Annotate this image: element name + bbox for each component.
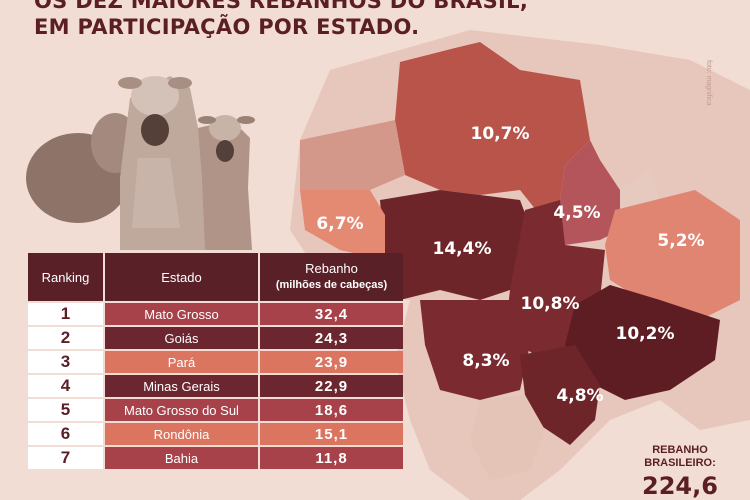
state-amazonas: [300, 120, 405, 190]
label-maranhao: 4,5%: [553, 203, 600, 223]
rank-cell: 7: [28, 447, 103, 469]
label-sao-paulo: 4,8%: [556, 386, 603, 406]
label-mato-grosso: 14,4%: [433, 239, 492, 259]
value-cell: 22,9: [258, 375, 403, 397]
label-para: 10,7%: [471, 124, 530, 144]
state-cell: Mato Grosso: [103, 303, 258, 325]
header-estado: Estado: [103, 253, 258, 301]
state-mato-grosso-do-sul: [420, 300, 530, 400]
table-header-row: Ranking Estado Rebanho (milhões de cabeç…: [28, 253, 403, 301]
table-row: 7 Bahia 11,8: [28, 447, 403, 469]
table-row: 1 Mato Grosso 32,4: [28, 303, 403, 325]
value-cell: 24,3: [258, 327, 403, 349]
header-rebanho: Rebanho (milhões de cabeças): [258, 253, 403, 301]
total-box: REBANHO BRASILEIRO: 224,6: [620, 444, 740, 500]
rank-cell: 4: [28, 375, 103, 397]
state-sao-paulo: [520, 345, 600, 445]
state-bahia: [605, 190, 740, 320]
state-para: [395, 42, 590, 215]
page-title: OS DEZ MAIORES REBANHOS DO BRASIL, EM PA…: [34, 0, 528, 40]
title-line-1: OS DEZ MAIORES REBANHOS DO BRASIL,: [34, 0, 529, 13]
title-line-2: EM PARTICIPAÇÃO POR ESTADO.: [34, 15, 420, 39]
label-goias: 10,8%: [521, 294, 580, 314]
label-bahia: 5,2%: [657, 231, 704, 251]
state-mato-grosso: [380, 190, 535, 300]
total-value: 224,6: [642, 472, 718, 500]
value-cell: 15,1: [258, 423, 403, 445]
state-maranhao: [555, 140, 620, 245]
table-row: 4 Minas Gerais 22,9: [28, 375, 403, 397]
value-cell: 32,4: [258, 303, 403, 325]
rank-cell: 5: [28, 399, 103, 421]
table-row: 6 Rondônia 15,1: [28, 423, 403, 445]
value-cell: 11,8: [258, 447, 403, 469]
state-south: [470, 395, 545, 480]
state-rondonia: [300, 190, 385, 260]
header-ranking: Ranking: [28, 253, 103, 301]
rank-cell: 3: [28, 351, 103, 373]
header-rebanho-label: Rebanho: [305, 261, 358, 276]
label-rondonia: 6,7%: [316, 214, 363, 234]
state-cell: Minas Gerais: [103, 375, 258, 397]
photo-credit: foto: magnifica: [705, 60, 712, 106]
total-label: REBANHO BRASILEIRO:: [644, 444, 716, 469]
state-cell: Goiás: [103, 327, 258, 349]
table-row: 5 Mato Grosso do Sul 18,6: [28, 399, 403, 421]
label-mato-grosso-do-sul: 8,3%: [462, 351, 509, 371]
rank-cell: 2: [28, 327, 103, 349]
table-row: 2 Goiás 24,3: [28, 327, 403, 349]
table-row: 3 Pará 23,9: [28, 351, 403, 373]
state-cell: Bahia: [103, 447, 258, 469]
ranking-table: Ranking Estado Rebanho (milhões de cabeç…: [28, 251, 403, 471]
state-cell: Mato Grosso do Sul: [103, 399, 258, 421]
value-cell: 18,6: [258, 399, 403, 421]
header-rebanho-sub: (milhões de cabeças): [275, 279, 388, 291]
label-minas-gerais: 10,2%: [616, 324, 675, 344]
state-cell: Rondônia: [103, 423, 258, 445]
value-cell: 23,9: [258, 351, 403, 373]
state-minas-gerais: [565, 285, 720, 400]
rank-cell: 6: [28, 423, 103, 445]
cattle-photo: [20, 58, 268, 250]
rank-cell: 1: [28, 303, 103, 325]
state-cell: Pará: [103, 351, 258, 373]
